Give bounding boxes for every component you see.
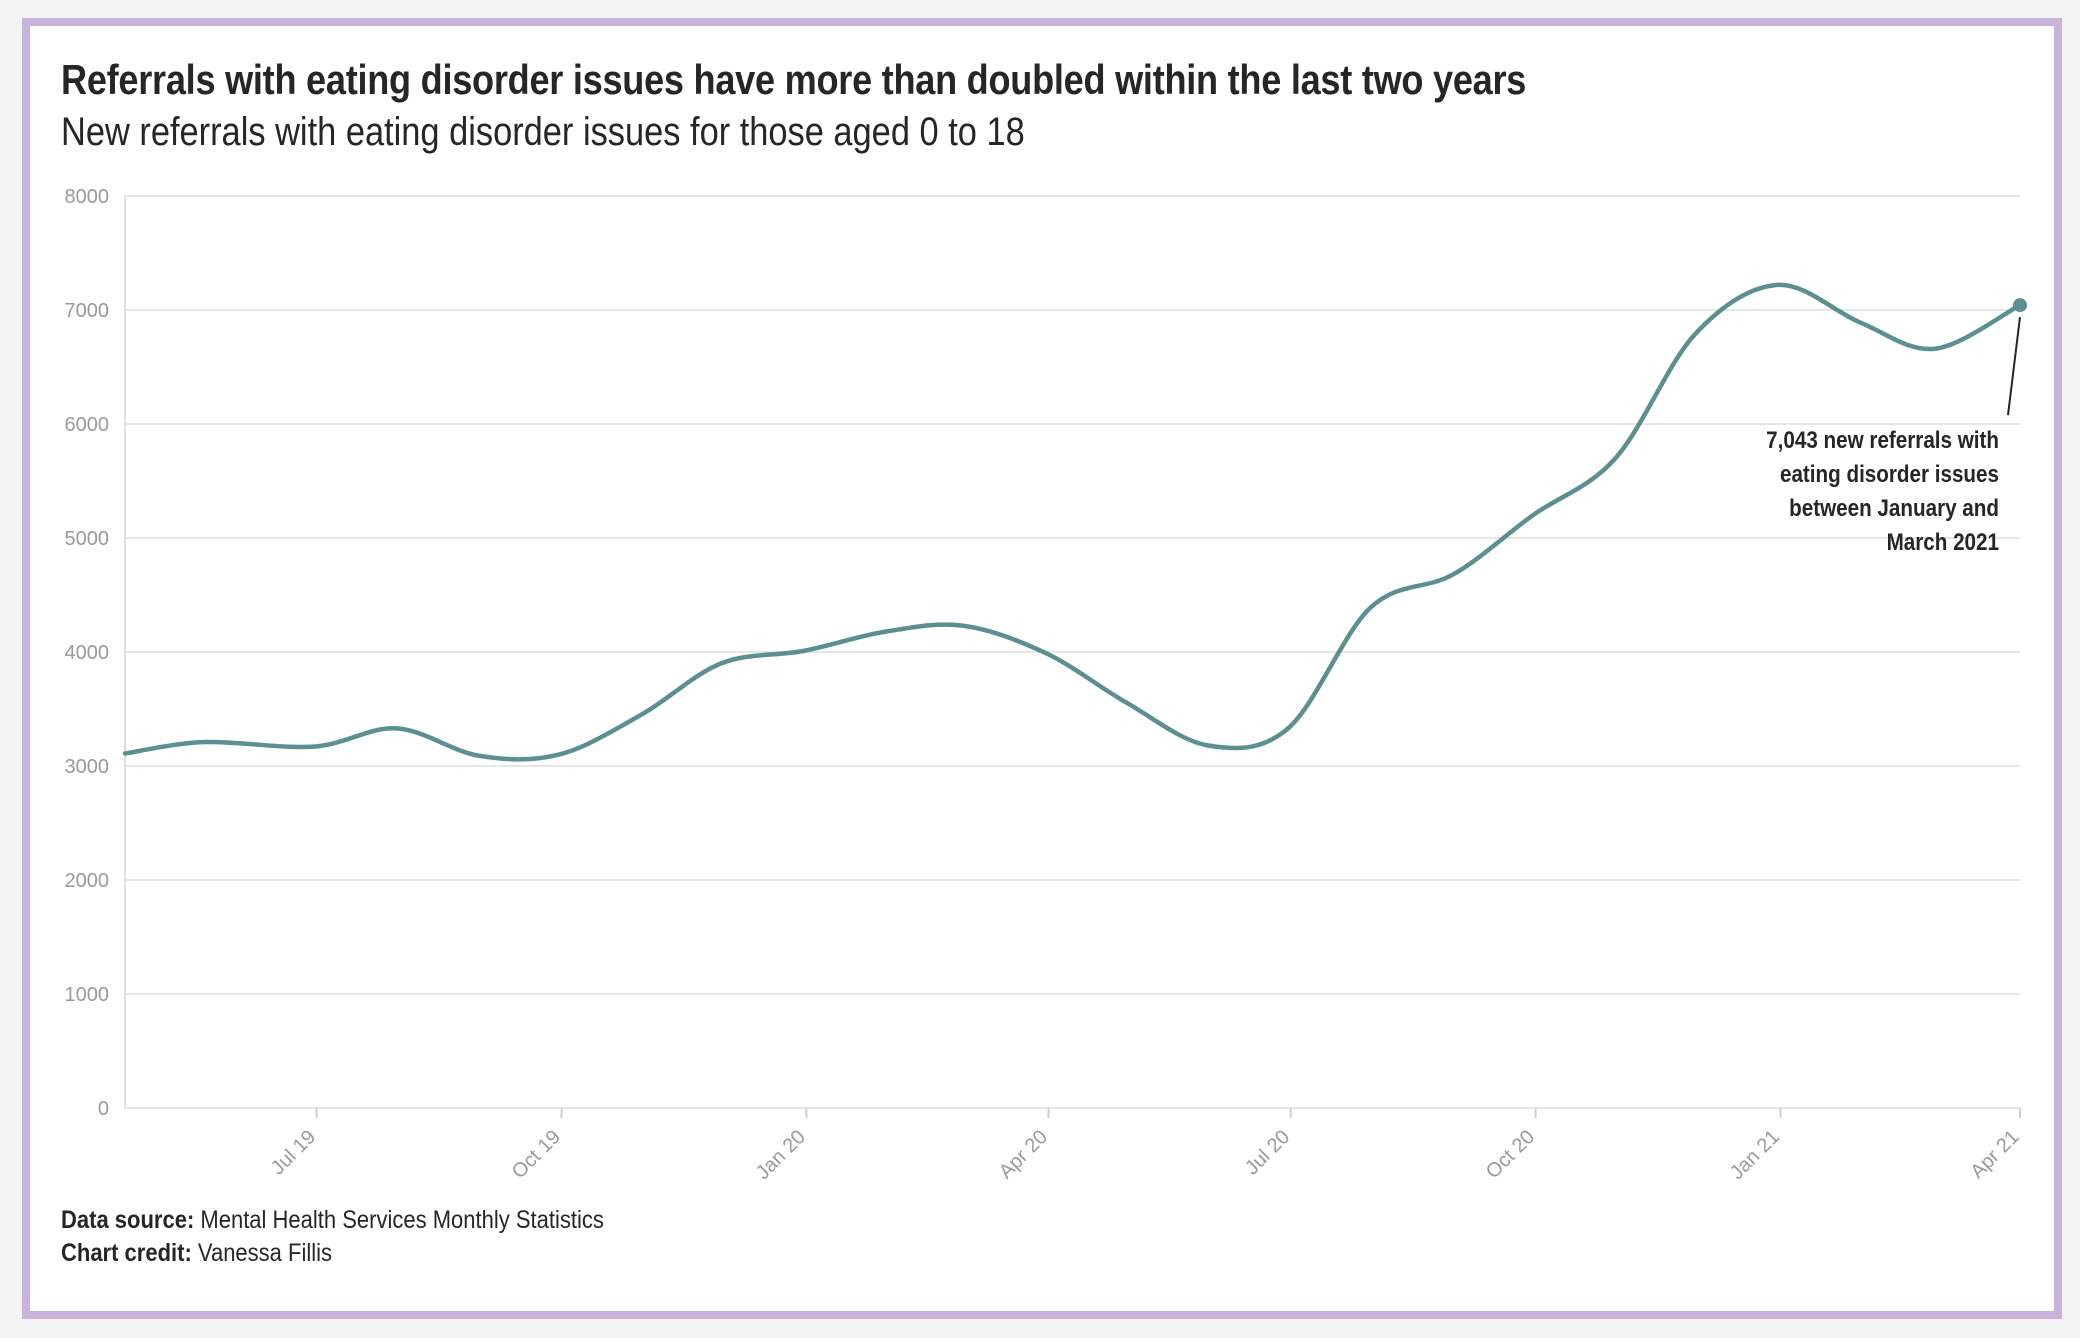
x-tick-label: Oct 20 xyxy=(1482,1126,1539,1183)
line-chart: 0 1000 2000 3000 4000 5000 6000 7000 8000 Jul 19 O… xyxy=(65,186,2027,1184)
x-tick-label: Jan 20 xyxy=(752,1126,810,1184)
y-tick-label: 2000 xyxy=(65,870,110,892)
x-tick-label: Jul 20 xyxy=(1241,1126,1294,1179)
y-tick-label: 8000 xyxy=(65,186,110,208)
y-tick-label: 5000 xyxy=(65,528,110,550)
data-source-label: Data source: xyxy=(61,1206,195,1234)
last-point-marker xyxy=(2013,298,2027,313)
annotation-text-line: 7,043 new referrals with xyxy=(1766,427,1999,454)
x-tick-label: Oct 19 xyxy=(508,1126,565,1183)
chart-title: Referrals with eating disorder issues ha… xyxy=(61,56,1527,103)
y-tick-label: 6000 xyxy=(65,414,110,436)
data-source: Data source: Mental Health Services Mont… xyxy=(61,1206,604,1235)
data-source-value: Mental Health Services Monthly Statistic… xyxy=(200,1206,604,1234)
chart-credit-value: Vanessa Fillis xyxy=(197,1239,333,1267)
y-tick-label: 7000 xyxy=(65,300,110,322)
y-tick-label: 4000 xyxy=(65,642,110,664)
y-tick-label: 3000 xyxy=(65,756,110,778)
x-tick-label: Jul 19 xyxy=(267,1126,320,1179)
annotation-text-line: between January and xyxy=(1789,495,1999,522)
chart-frame: Referrals with eating disorder issues ha… xyxy=(22,18,2062,1319)
y-tick-label: 1000 xyxy=(65,984,110,1006)
annotation-text-line: eating disorder issues xyxy=(1780,461,1999,488)
x-tick-label: Apr 20 xyxy=(995,1126,1052,1183)
chart-credit: Chart credit: Vanessa Fillis xyxy=(61,1239,332,1268)
x-tick-label: Apr 21 xyxy=(1966,1126,2023,1183)
annotation-leader-line xyxy=(2007,316,2021,416)
chart-subtitle: New referrals with eating disorder issue… xyxy=(61,110,1025,154)
chart-credit-label: Chart credit: xyxy=(61,1239,192,1267)
x-tick-label: Jan 21 xyxy=(1726,1126,1784,1184)
series-line xyxy=(122,282,2023,762)
annotation-text-line: March 2021 xyxy=(1887,529,1999,556)
y-tick-label: 0 xyxy=(98,1098,109,1120)
